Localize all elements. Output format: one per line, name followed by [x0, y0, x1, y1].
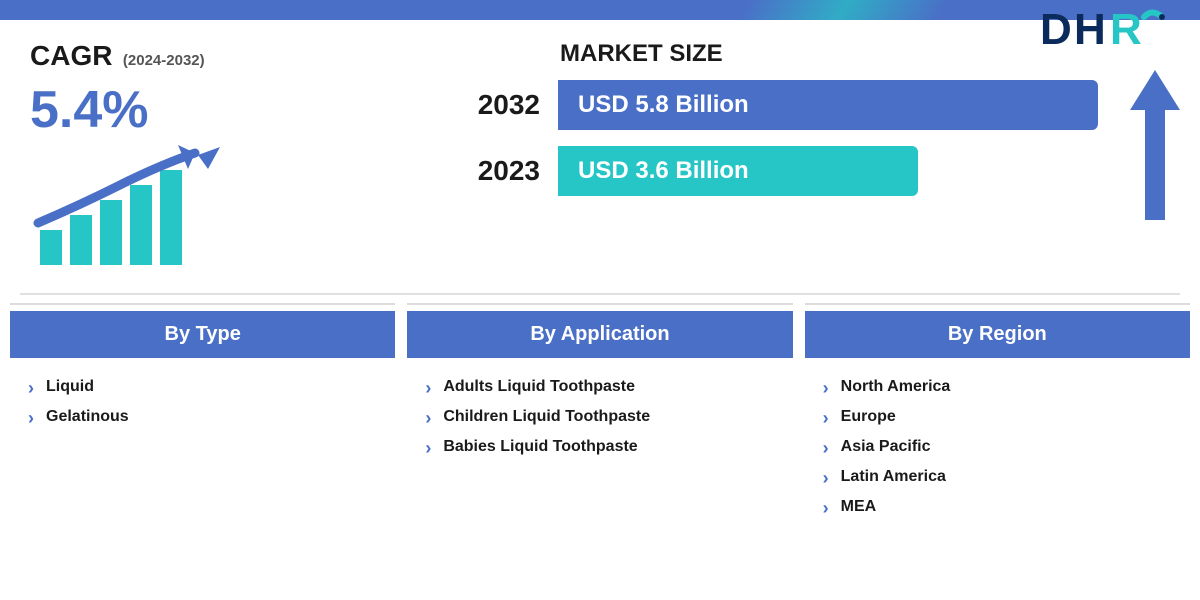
svg-text:D: D [1040, 5, 1072, 54]
svg-text:R: R [1110, 5, 1142, 54]
market-size-row: 2023 USD 3.6 Billion [450, 146, 1170, 196]
list-item: North America [823, 372, 1172, 402]
header-accent-stripe [726, 0, 955, 20]
segment-header: By Type [10, 311, 395, 358]
market-size-year: 2032 [450, 89, 540, 121]
market-size-bar: USD 5.8 Billion [558, 80, 1098, 130]
list-item: Liquid [28, 372, 377, 402]
top-metrics-section: CAGR (2024-2032) 5.4% MARKET SIZE 2032 U… [0, 20, 1200, 285]
segment-list: North AmericaEuropeAsia PacificLatin Ame… [805, 358, 1190, 536]
list-item: MEA [823, 492, 1172, 522]
section-divider [20, 293, 1180, 295]
cagr-value: 5.4% [30, 80, 410, 140]
list-item: Europe [823, 402, 1172, 432]
svg-text:H: H [1074, 5, 1106, 54]
market-size-bar: USD 3.6 Billion [558, 146, 918, 196]
list-item: Children Liquid Toothpaste [425, 402, 774, 432]
list-item: Latin America [823, 462, 1172, 492]
segment-by-type: By Type LiquidGelatinous [10, 303, 395, 536]
list-item: Babies Liquid Toothpaste [425, 432, 774, 462]
market-size-block: MARKET SIZE 2032 USD 5.8 Billion 2023 US… [450, 40, 1170, 212]
segments-row: By Type LiquidGelatinous By Application … [0, 303, 1200, 536]
segment-header: By Region [805, 311, 1190, 358]
market-size-year: 2023 [450, 155, 540, 187]
segment-by-application: By Application Adults Liquid ToothpasteC… [407, 303, 792, 536]
cagr-block: CAGR (2024-2032) 5.4% [30, 40, 410, 275]
market-size-row: 2032 USD 5.8 Billion [450, 80, 1170, 130]
segment-by-region: By Region North AmericaEuropeAsia Pacifi… [805, 303, 1190, 536]
list-item: Adults Liquid Toothpaste [425, 372, 774, 402]
cagr-range: (2024-2032) [123, 52, 205, 69]
up-arrow-icon [1130, 70, 1180, 225]
header-bar [0, 0, 1200, 20]
growth-chart-icon [30, 145, 410, 275]
brand-logo: D H R [1040, 2, 1170, 57]
segment-list: LiquidGelatinous [10, 358, 395, 446]
list-item: Asia Pacific [823, 432, 1172, 462]
segment-list: Adults Liquid ToothpasteChildren Liquid … [407, 358, 792, 476]
cagr-label: CAGR [30, 40, 112, 71]
list-item: Gelatinous [28, 402, 377, 432]
segment-header: By Application [407, 311, 792, 358]
